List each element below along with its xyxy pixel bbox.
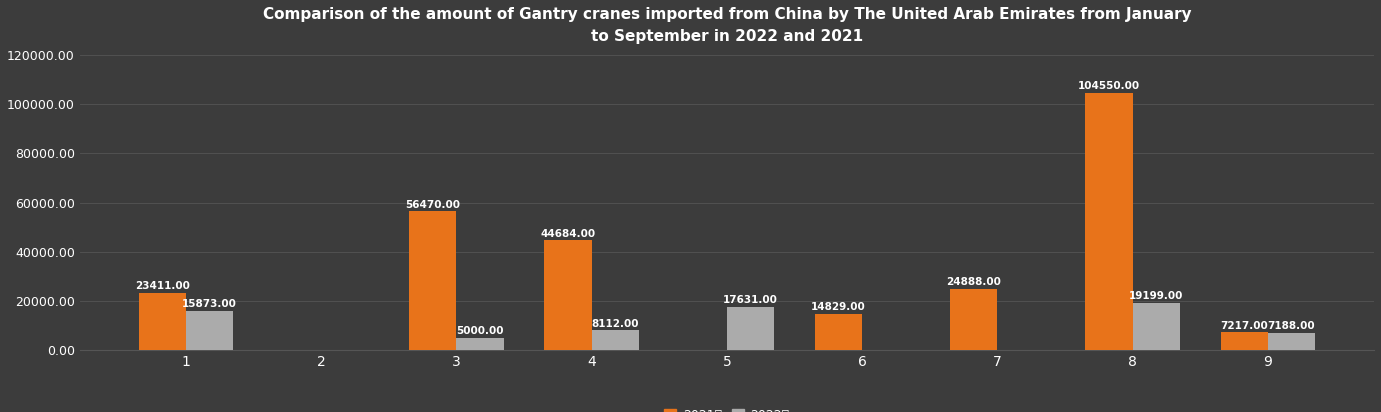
- Text: 8112.00: 8112.00: [591, 318, 639, 328]
- Text: 56470.00: 56470.00: [405, 199, 460, 210]
- Bar: [815, 314, 862, 350]
- Bar: [409, 211, 456, 350]
- Bar: [591, 330, 639, 350]
- Text: 15873.00: 15873.00: [182, 300, 238, 309]
- Bar: [456, 338, 504, 350]
- Text: 5000.00: 5000.00: [456, 326, 504, 336]
- Bar: [186, 311, 233, 350]
- Bar: [1085, 93, 1132, 350]
- Bar: [1221, 332, 1268, 350]
- Text: 7188.00: 7188.00: [1268, 321, 1315, 331]
- Bar: [950, 289, 997, 350]
- Text: 17631.00: 17631.00: [724, 295, 778, 305]
- Title: Comparison of the amount of Gantry cranes imported from China by The United Arab: Comparison of the amount of Gantry crane…: [262, 7, 1192, 44]
- Bar: [1268, 332, 1315, 350]
- Text: 104550.00: 104550.00: [1079, 81, 1141, 91]
- Legend: 2021年, 2022年: 2021年, 2022年: [659, 404, 794, 412]
- Text: 24888.00: 24888.00: [946, 277, 1001, 287]
- Text: 7217.00: 7217.00: [1221, 321, 1268, 331]
- Bar: [138, 293, 186, 350]
- Text: 14829.00: 14829.00: [811, 302, 866, 312]
- Text: 44684.00: 44684.00: [540, 229, 595, 239]
- Bar: [726, 307, 775, 350]
- Bar: [544, 240, 591, 350]
- Text: 19199.00: 19199.00: [1130, 291, 1184, 301]
- Text: 23411.00: 23411.00: [135, 281, 189, 291]
- Bar: [1132, 303, 1179, 350]
